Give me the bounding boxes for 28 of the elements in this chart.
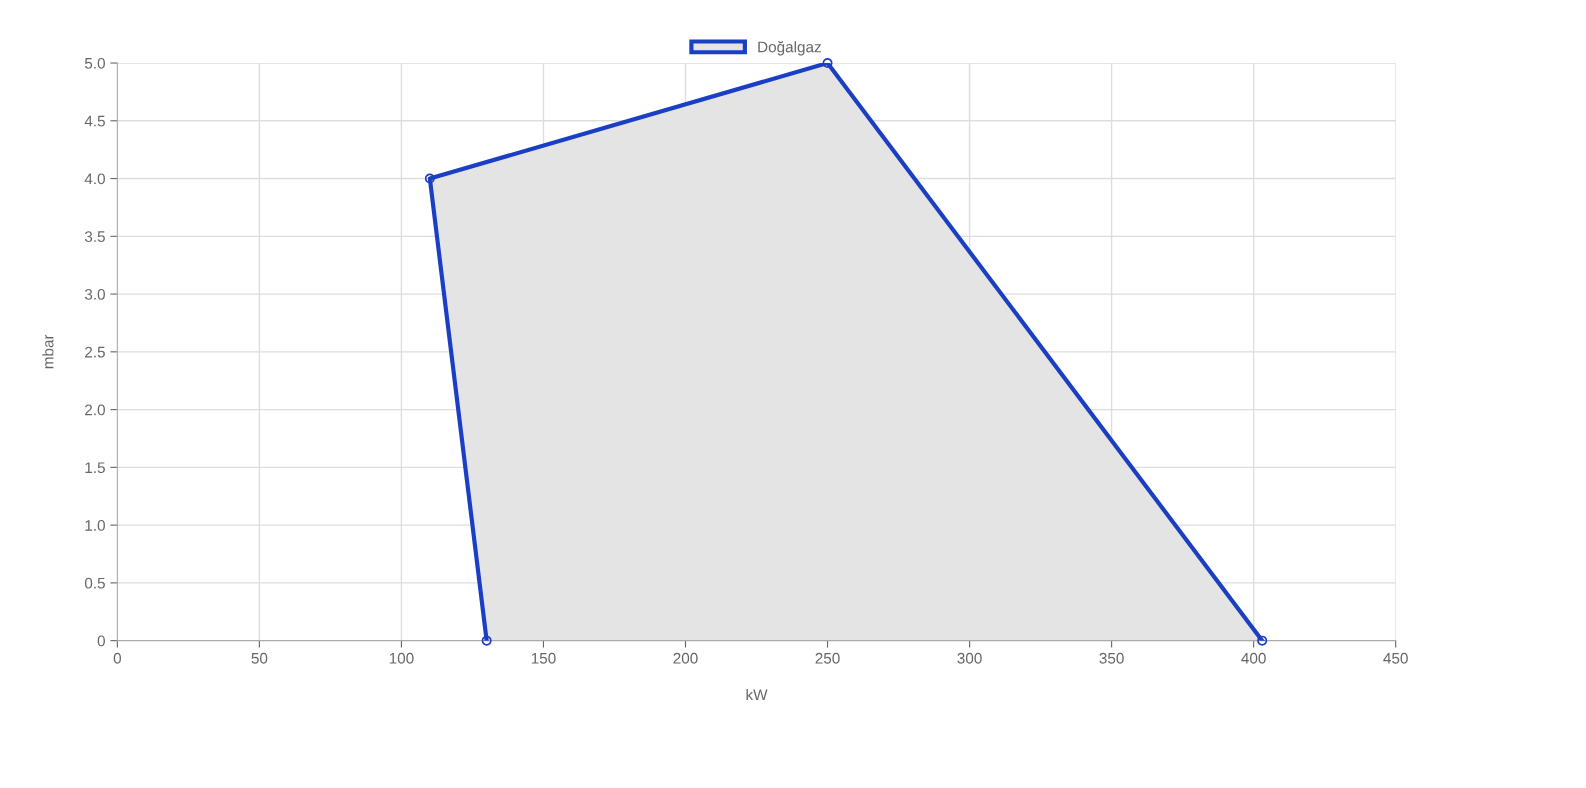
y-tick-label: 0	[97, 635, 105, 647]
y-tick-label: 2.0	[85, 404, 105, 416]
y-tick-label: 3.0	[84, 288, 105, 300]
x-tick-label: 400	[1241, 652, 1266, 664]
y-tick-label: 4.0	[84, 173, 105, 185]
y-tick-label: 1.0	[85, 519, 105, 531]
x-tick-label: 0	[113, 652, 122, 664]
point	[822, 58, 833, 69]
x-tick-label: 250	[815, 652, 840, 664]
point	[481, 635, 492, 646]
y-tick-label: 1.5	[85, 462, 105, 474]
point	[1257, 635, 1268, 646]
point	[424, 173, 435, 184]
legend-label: Doğalgaz	[758, 40, 821, 56]
y-tick-label: 5.0	[84, 57, 105, 69]
x-tick-label: 300	[957, 652, 982, 664]
x-tick-label: 150	[531, 652, 556, 664]
y-axis-title: mbar	[42, 334, 54, 369]
y-tick-label: 0.5	[84, 577, 105, 589]
x-axis-title: kW	[746, 688, 768, 700]
x-tick-label: 200	[673, 652, 698, 664]
x-tick-label: 100	[389, 652, 414, 664]
x-tick-label: 350	[1099, 652, 1124, 664]
x-tick-label: 450	[1383, 652, 1408, 664]
y-tick-label: 4.5	[84, 115, 105, 127]
y-tick-label: 3.5	[84, 231, 105, 243]
y-tick-label: 2.5	[85, 346, 105, 358]
x-tick-label: 50	[251, 652, 268, 664]
